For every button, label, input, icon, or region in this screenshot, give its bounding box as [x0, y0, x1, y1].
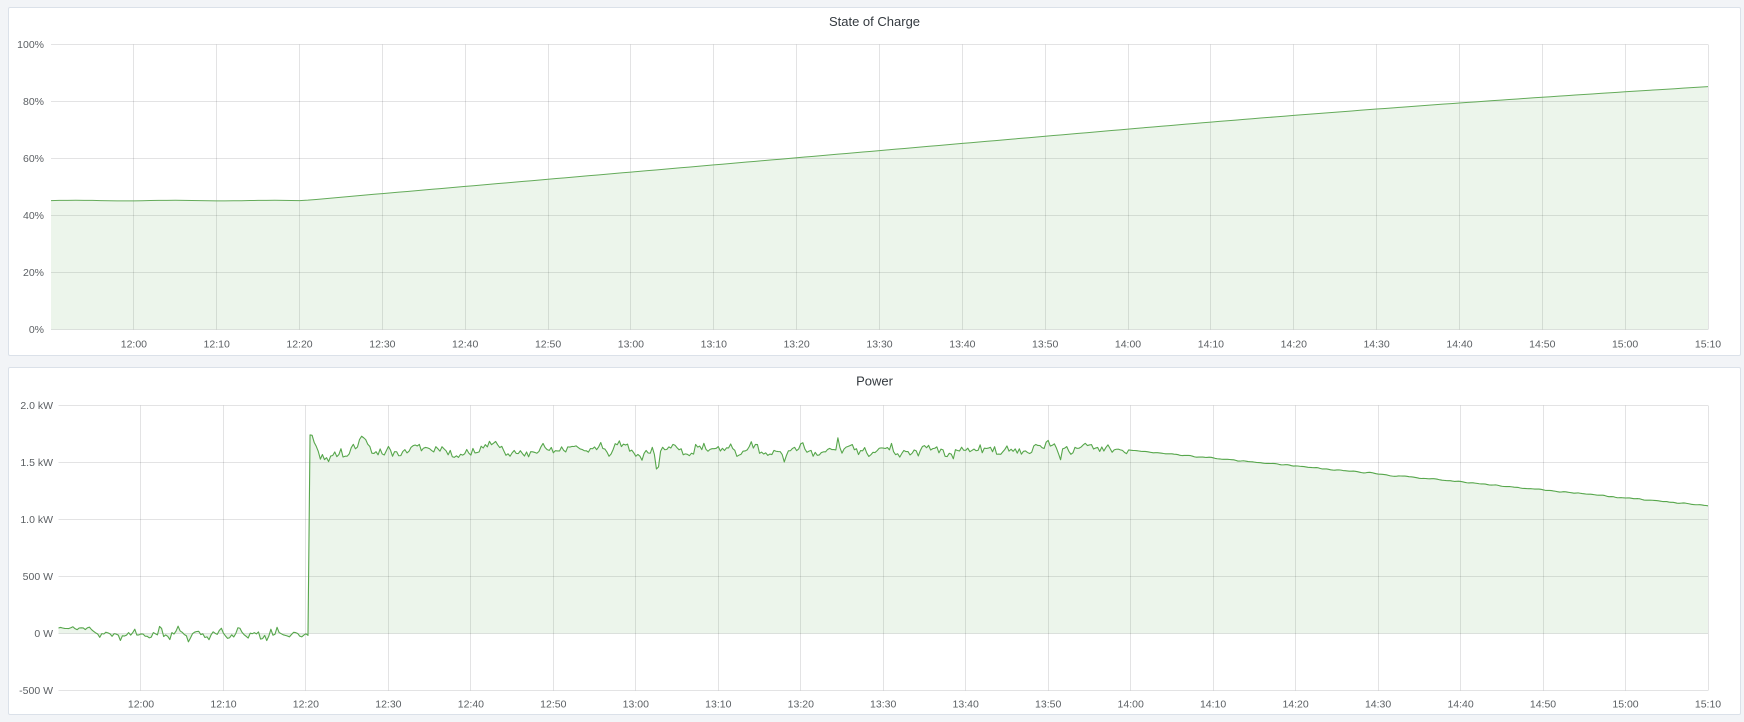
svg-text:15:00: 15:00 — [1612, 339, 1638, 351]
svg-text:13:10: 13:10 — [701, 339, 727, 351]
svg-text:13:40: 13:40 — [949, 339, 975, 351]
svg-text:13:20: 13:20 — [783, 339, 809, 351]
svg-text:100%: 100% — [17, 39, 44, 51]
svg-text:12:10: 12:10 — [204, 339, 230, 351]
svg-text:14:10: 14:10 — [1198, 339, 1224, 351]
svg-text:12:30: 12:30 — [375, 698, 401, 710]
svg-text:14:30: 14:30 — [1363, 339, 1389, 351]
svg-text:12:20: 12:20 — [286, 339, 312, 351]
svg-text:13:30: 13:30 — [870, 698, 896, 710]
svg-text:13:20: 13:20 — [788, 698, 814, 710]
svg-text:13:50: 13:50 — [1032, 339, 1058, 351]
svg-text:13:50: 13:50 — [1035, 698, 1061, 710]
svg-text:14:00: 14:00 — [1118, 698, 1144, 710]
svg-text:12:40: 12:40 — [452, 339, 478, 351]
svg-text:14:00: 14:00 — [1115, 339, 1141, 351]
svg-text:15:00: 15:00 — [1612, 698, 1638, 710]
svg-text:13:30: 13:30 — [866, 339, 892, 351]
svg-text:0 W: 0 W — [34, 628, 53, 640]
svg-text:14:50: 14:50 — [1530, 698, 1556, 710]
svg-text:2.0 kW: 2.0 kW — [20, 400, 53, 412]
svg-text:12:00: 12:00 — [121, 339, 147, 351]
svg-text:0%: 0% — [29, 324, 44, 336]
svg-text:1.0 kW: 1.0 kW — [20, 514, 53, 526]
svg-text:Power: Power — [856, 374, 894, 389]
svg-text:13:00: 13:00 — [618, 339, 644, 351]
svg-text:40%: 40% — [23, 210, 44, 222]
svg-text:15:10: 15:10 — [1695, 339, 1721, 351]
svg-text:12:20: 12:20 — [293, 698, 319, 710]
svg-text:14:30: 14:30 — [1365, 698, 1391, 710]
svg-text:12:10: 12:10 — [210, 698, 236, 710]
svg-text:14:40: 14:40 — [1446, 339, 1472, 351]
svg-text:20%: 20% — [23, 267, 44, 279]
svg-text:500 W: 500 W — [23, 571, 53, 583]
svg-text:12:40: 12:40 — [458, 698, 484, 710]
svg-text:-500 W: -500 W — [19, 685, 53, 697]
svg-text:13:40: 13:40 — [953, 698, 979, 710]
svg-text:12:00: 12:00 — [128, 698, 154, 710]
svg-text:13:10: 13:10 — [705, 698, 731, 710]
svg-text:12:50: 12:50 — [540, 698, 566, 710]
svg-text:12:30: 12:30 — [369, 339, 395, 351]
svg-text:80%: 80% — [23, 96, 44, 108]
svg-text:State of Charge: State of Charge — [829, 14, 920, 29]
svg-text:14:40: 14:40 — [1447, 698, 1473, 710]
svg-text:13:00: 13:00 — [623, 698, 649, 710]
svg-text:15:10: 15:10 — [1695, 698, 1721, 710]
svg-text:14:20: 14:20 — [1281, 339, 1307, 351]
svg-text:14:20: 14:20 — [1282, 698, 1308, 710]
svg-text:1.5 kW: 1.5 kW — [20, 457, 53, 469]
svg-text:60%: 60% — [23, 153, 44, 165]
svg-text:14:10: 14:10 — [1200, 698, 1226, 710]
svg-text:12:50: 12:50 — [535, 339, 561, 351]
svg-text:14:50: 14:50 — [1529, 339, 1555, 351]
